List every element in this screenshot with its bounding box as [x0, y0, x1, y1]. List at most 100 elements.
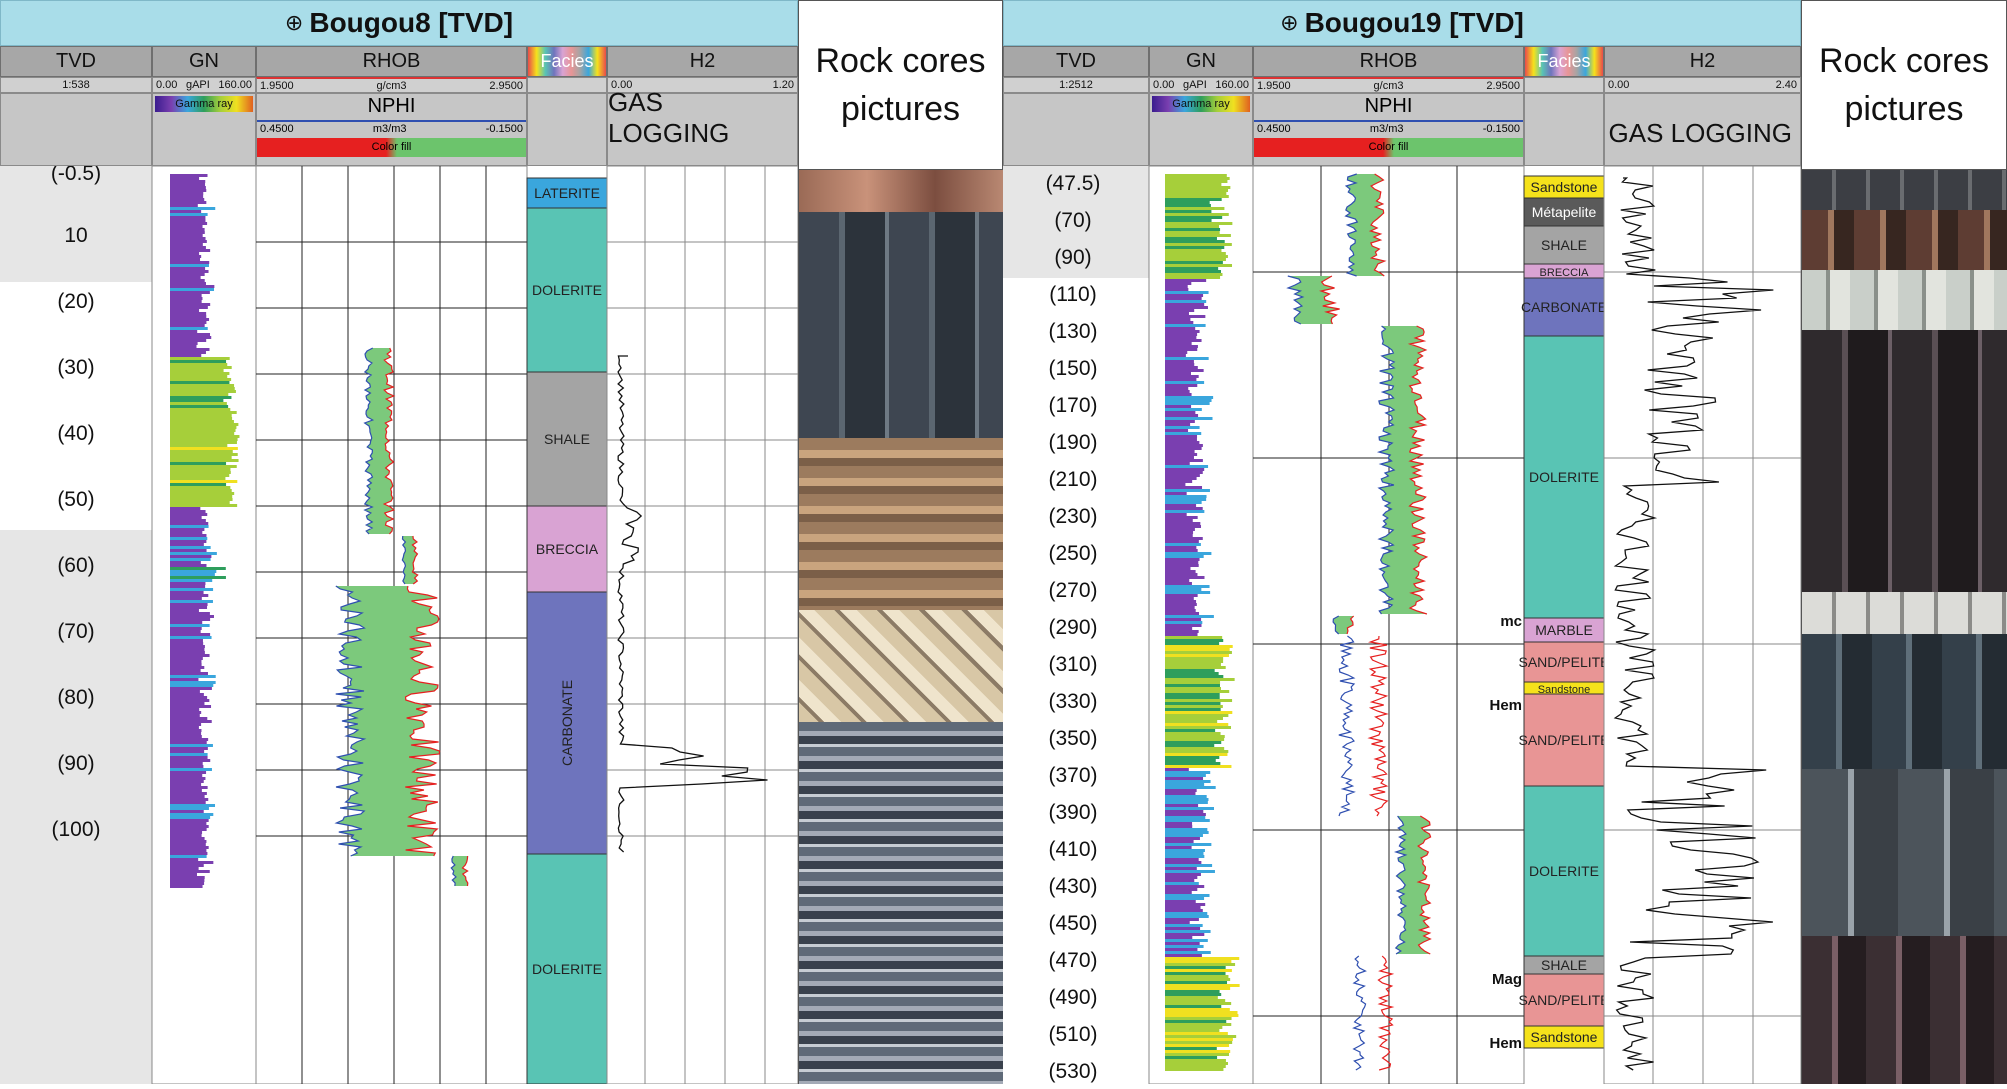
well2-gamma-ray-segment: [1165, 540, 1199, 543]
well2-gamma-ray-segment: [1165, 621, 1203, 624]
well1-gamma-ray-segment: [170, 321, 207, 324]
well2-gamma-ray-segment: [1165, 600, 1197, 603]
well1-gamma-ray-segment: [170, 870, 210, 873]
well1-tvd-header-body: [0, 93, 152, 166]
well2-gamma-ray-segment: [1165, 441, 1200, 444]
well2-gamma-ray-segment: [1165, 669, 1215, 672]
well2-gamma-ray-segment: [1165, 174, 1227, 177]
well1-gamma-ray-segment: [170, 624, 210, 627]
well1-gamma-ray-segment: [170, 339, 207, 342]
well2-gamma-ray-segment: [1165, 723, 1229, 726]
expand-well-icon[interactable]: ⊕: [1280, 10, 1299, 35]
core-photo-dolerite: [799, 212, 1003, 438]
well2-gamma-ray-segment: [1165, 870, 1215, 873]
well1-depth-label: (70): [57, 620, 94, 643]
well2-gamma-ray-segment: [1165, 927, 1201, 930]
well1-tvd-scale: 1:538: [0, 77, 152, 93]
well1-gamma-ray-segment: [170, 636, 212, 639]
well2-gamma-ray-segment: [1165, 570, 1196, 573]
well2-gamma-ray-segment: [1165, 468, 1205, 471]
well2-gamma-ray-segment: [1165, 744, 1215, 747]
well2-gamma-ray-segment: [1165, 1056, 1218, 1059]
well2-gamma-ray-segment: [1165, 450, 1195, 453]
well2-gamma-ray-segment: [1165, 675, 1224, 678]
core-photo-sand-pelite: [1802, 634, 2007, 769]
well1-gamma-ray-segment: [170, 204, 198, 207]
well2-facies-label: Métapelite: [1532, 204, 1597, 220]
well2-gamma-ray-segment: [1165, 867, 1197, 870]
well2-gamma-ray-segment: [1165, 294, 1204, 297]
well1-gamma-ray-segment: [170, 804, 216, 807]
well2-depth-label: (230): [1048, 505, 1097, 528]
well2-nphi-fill: [1333, 616, 1354, 634]
well2-gamma-ray-segment: [1165, 390, 1190, 393]
well2-gamma-ray-segment: [1165, 492, 1187, 495]
well2-color-fill-bar: Color fill: [1254, 138, 1523, 157]
well2-gamma-ray-segment: [1165, 393, 1192, 396]
well1-facies-block: [526, 177, 608, 209]
well2-gamma-ray-segment: [1165, 624, 1202, 627]
well1-gamma-ray-segment: [170, 645, 205, 648]
well2-gamma-ray-segment: [1165, 591, 1211, 594]
well2-gamma-ray-segment: [1165, 717, 1223, 720]
well2-gamma-ray-segment: [1165, 510, 1205, 513]
well1-gamma-ray-segment: [170, 432, 235, 435]
well2-gamma-ray-segment: [1165, 1038, 1233, 1041]
well1-gamma-ray-segment: [170, 210, 202, 213]
well1-facies-scale: [527, 77, 607, 93]
well2-gamma-ray-segment: [1165, 231, 1220, 234]
well2-tvd-scale: 1:2512: [1003, 77, 1149, 93]
well1-gamma-ray-segment: [170, 423, 239, 426]
well1-gamma-ray-segment: [170, 633, 211, 636]
well1-gamma-ray-segment: [170, 753, 208, 756]
well1-gamma-ray-segment: [170, 444, 228, 447]
well2-gamma-ray-segment: [1165, 747, 1225, 750]
well1-gamma-ray-segment: [170, 816, 211, 819]
well2-gamma-ray-segment: [1165, 219, 1212, 222]
well2-gamma-ray-segment: [1165, 459, 1203, 462]
well1-gamma-ray-segment: [170, 579, 213, 582]
well2-nphi-curve: [1344, 173, 1359, 277]
core-photo-carbonate: [799, 722, 1003, 1084]
well1-gamma-ray-segment: [170, 450, 233, 453]
well2-gamma-ray-segment: [1165, 936, 1193, 939]
well1-gamma-ray-segment: [170, 771, 207, 774]
well2-gamma-ray-segment: [1165, 972, 1226, 975]
well1-facies-label: CARBONATE: [559, 680, 575, 766]
well2-gamma-ray-segment: [1165, 549, 1198, 552]
well2-depth-label: (530): [1048, 1060, 1097, 1083]
well2-gamma-ray-segment: [1165, 960, 1232, 963]
well1-rock-cores-title: Rock cores pictures: [798, 0, 1003, 170]
expand-well-icon[interactable]: ⊕: [284, 10, 304, 35]
well2-gamma-ray-segment: [1165, 480, 1193, 483]
well1-gamma-ray-segment: [170, 744, 213, 747]
well1-gamma-ray-segment: [170, 525, 209, 528]
well1-gamma-ray-segment: [170, 879, 205, 882]
well1-gamma-ray-segment: [170, 741, 207, 744]
well2-gamma-ray-segment: [1165, 360, 1194, 363]
well2-gamma-ray-segment: [1165, 543, 1201, 546]
well1-gamma-ray-segment: [170, 234, 203, 237]
well2-gamma-ray-segment: [1165, 636, 1223, 639]
well2-facies-label: BRECCIA: [1540, 267, 1590, 279]
well2-gamma-ray-segment: [1165, 417, 1213, 420]
well1-gamma-ray-segment: [170, 858, 199, 861]
well1-gamma-ray-segment: [170, 315, 207, 318]
well1-depth-label: (50): [57, 488, 94, 511]
well1-gamma-ray-segment: [170, 642, 204, 645]
well2-gamma-ray-segment: [1165, 351, 1188, 354]
well2-gamma-ray-segment: [1165, 1011, 1238, 1014]
well1-gamma-ray-segment: [170, 375, 228, 378]
well1-gamma-ray-segment: [170, 750, 205, 753]
well2-gamma-ray-segment: [1165, 660, 1224, 663]
well1-gamma-ray-segment: [170, 702, 205, 705]
well1-gamma-ray-segment: [170, 426, 237, 429]
well2-nphi-fill: [1378, 326, 1427, 614]
well2-gamma-ray-segment: [1165, 1053, 1229, 1056]
well2-gamma-ray-segment: [1165, 981, 1228, 984]
well1-gamma-ray-segment: [170, 876, 205, 879]
well1-gamma-ray-segment: [170, 213, 208, 216]
well1-nphi-fill: [402, 536, 418, 584]
well1-gamma-ray-segment: [170, 399, 224, 402]
well2-gamma-ray-segment: [1165, 894, 1210, 897]
